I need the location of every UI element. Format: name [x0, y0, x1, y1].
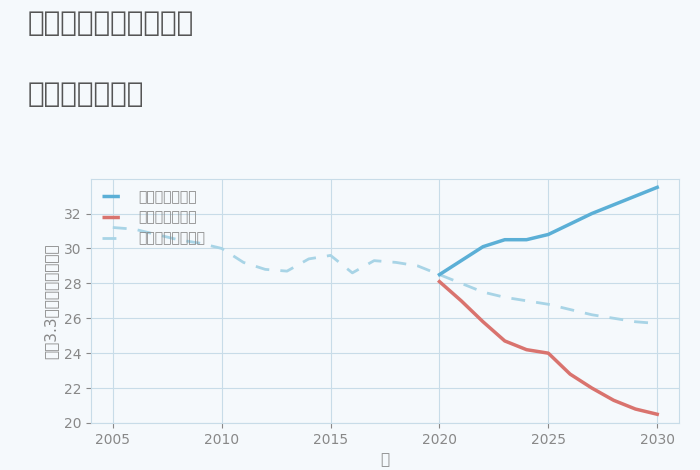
X-axis label: 年: 年 — [380, 452, 390, 467]
Text: 愛知県瀬戸市北脇町の: 愛知県瀬戸市北脇町の — [28, 9, 195, 38]
Text: 土地の価格推移: 土地の価格推移 — [28, 80, 144, 108]
Legend: グッドシナリオ, バッドシナリオ, ノーマルシナリオ: グッドシナリオ, バッドシナリオ, ノーマルシナリオ — [98, 186, 209, 250]
Y-axis label: 坪（3.3㎡）単価（万円）: 坪（3.3㎡）単価（万円） — [43, 243, 58, 359]
